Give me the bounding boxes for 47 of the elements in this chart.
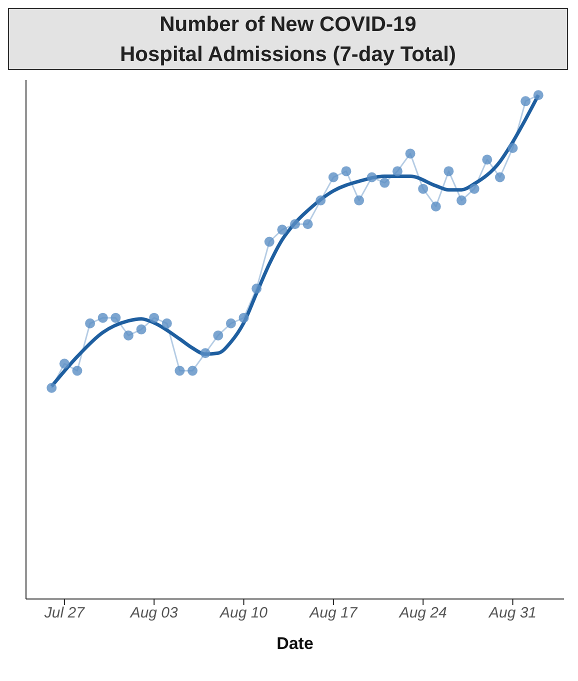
x-tick-label: Jul 27 [43, 604, 86, 622]
point [316, 195, 326, 206]
point [238, 312, 249, 323]
point [290, 219, 300, 230]
point [508, 143, 518, 154]
point [418, 184, 428, 194]
point [226, 318, 236, 328]
point [213, 330, 224, 340]
point [494, 172, 505, 182]
point [469, 184, 480, 194]
x-axis-title: Date [276, 634, 314, 653]
point [123, 330, 134, 340]
point [520, 96, 531, 106]
x-tick-label: Aug 31 [488, 604, 537, 622]
chart-title: Number of New COVID-19 Hospital Admissions (7-day Total) [8, 8, 568, 70]
point [72, 366, 82, 376]
point [46, 382, 57, 393]
point [188, 366, 198, 376]
point [200, 348, 210, 358]
point [59, 358, 70, 369]
point [98, 312, 108, 323]
x-tick-label: Aug 10 [218, 604, 268, 622]
point [354, 195, 364, 206]
point [430, 201, 441, 212]
point [252, 284, 262, 294]
point [85, 318, 96, 328]
point [110, 312, 121, 323]
point [533, 90, 544, 100]
x-tick-label: Aug 03 [129, 604, 179, 622]
x-tick-label: Aug 24 [398, 604, 447, 622]
point [174, 366, 185, 376]
point [380, 178, 390, 188]
point [302, 219, 313, 230]
point [264, 236, 274, 247]
point [328, 172, 338, 182]
point [366, 172, 377, 182]
point [136, 324, 146, 334]
point [162, 318, 172, 328]
point [482, 154, 492, 165]
point [149, 312, 160, 323]
point [392, 166, 402, 176]
x-tick-label: Aug 17 [308, 604, 358, 622]
point [405, 148, 416, 159]
point [444, 166, 454, 176]
point [456, 195, 467, 206]
point [277, 224, 288, 235]
point [341, 166, 352, 176]
